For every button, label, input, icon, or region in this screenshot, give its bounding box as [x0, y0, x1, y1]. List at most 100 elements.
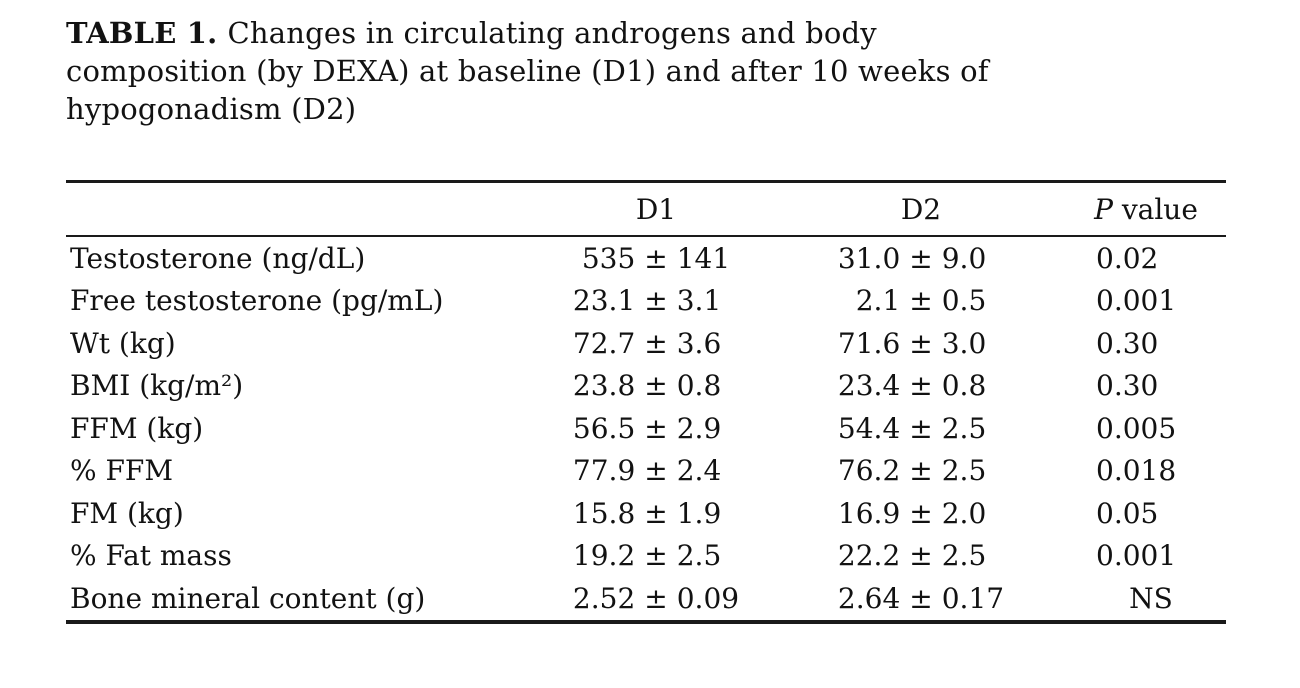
- d1-value: 23.8 ±0.8: [506, 369, 806, 402]
- mean: 71.6: [837, 326, 901, 360]
- sd: 3.1: [676, 284, 722, 318]
- row-label: FFM (kg): [70, 411, 204, 445]
- d1-value: 15.8 ±1.9: [506, 497, 806, 530]
- sd: 2.9: [676, 411, 722, 445]
- sd: 0.09: [676, 581, 740, 615]
- mean: 54.4: [837, 411, 901, 445]
- table-row: FFM (kg) 56.5 ±2.9 54.4 ±2.5 0.005: [66, 407, 1226, 450]
- p-symbol: P: [1094, 192, 1113, 226]
- table-row: Wt (kg) 72.7 ±3.6 71.6 ±3.0 0.30: [66, 322, 1226, 365]
- sd: 2.0: [941, 496, 987, 530]
- row-label: % FFM: [70, 454, 174, 488]
- d1-value: 72.7 ±3.6: [506, 327, 806, 360]
- table-number-label: TABLE 1.: [66, 16, 218, 50]
- sd: 3.0: [941, 326, 987, 360]
- mean: 31.0: [837, 241, 901, 275]
- table-row: Bone mineral content (g) 2.52 ±0.09 2.64 ±…: [66, 577, 1226, 620]
- mean: 72.7: [572, 326, 636, 360]
- sd: 0.8: [941, 369, 987, 403]
- p-value: NS: [1129, 581, 1173, 615]
- plus-minus-sign: ±: [644, 326, 668, 360]
- d1-value: 77.9 ±2.4: [506, 454, 806, 487]
- plus-minus-sign: ±: [644, 241, 668, 275]
- sd: 9.0: [941, 241, 987, 275]
- d2-value: 23.4 ±0.8: [806, 369, 1036, 402]
- row-label: Testosterone (ng/dL): [70, 241, 366, 275]
- plus-minus-sign: ±: [644, 454, 668, 488]
- row-label: % Fat mass: [70, 539, 232, 573]
- table-row: FM (kg) 15.8 ±1.9 16.9 ±2.0 0.05: [66, 492, 1226, 535]
- sd: 2.5: [676, 539, 722, 573]
- d2-value: 76.2 ±2.5: [806, 454, 1036, 487]
- p-value: 0.005: [1096, 411, 1177, 445]
- mean: 16.9: [837, 496, 901, 530]
- p-value: 0.30: [1096, 326, 1159, 360]
- plus-minus-sign: ±: [909, 496, 933, 530]
- sd: 0.8: [676, 369, 722, 403]
- caption-line-1: Changes in circulating androgens and bod…: [227, 16, 877, 50]
- d1-value: 535 ±141: [506, 242, 806, 275]
- plus-minus-sign: ±: [909, 241, 933, 275]
- d2-value: 16.9 ±2.0: [806, 497, 1036, 530]
- header-rule: [66, 235, 1226, 237]
- mean: 2.1: [855, 284, 901, 318]
- table-caption: TABLE 1. Changes in circulating androgens…: [66, 14, 1176, 128]
- table-row: % Fat mass 19.2 ±2.5 22.2 ±2.5 0.001: [66, 535, 1226, 578]
- mean: 2.52: [572, 581, 636, 615]
- header-d2: D2: [900, 192, 942, 226]
- table-row: % FFM 77.9 ±2.4 76.2 ±2.5 0.018: [66, 450, 1226, 493]
- d1-value: 2.52 ±0.09: [506, 582, 806, 615]
- sd: 141: [676, 241, 731, 275]
- sd: 2.5: [941, 454, 987, 488]
- bottom-rule: [66, 619, 1226, 624]
- sd: 0.17: [941, 581, 1005, 615]
- plus-minus-sign: ±: [909, 284, 933, 318]
- row-label: Wt (kg): [70, 326, 176, 360]
- mean: 2.64: [837, 581, 901, 615]
- sd: 2.4: [676, 454, 722, 488]
- table-header-row: D1 D2 P value: [66, 183, 1226, 235]
- plus-minus-sign: ±: [644, 411, 668, 445]
- plus-minus-sign: ±: [909, 326, 933, 360]
- row-label: BMI (kg/m²): [70, 369, 244, 403]
- p-value: 0.05: [1096, 496, 1159, 530]
- table-row: Free testosterone (pg/mL) 23.1 ±3.1 2.1 ±0…: [66, 280, 1226, 323]
- plus-minus-sign: ±: [909, 411, 933, 445]
- table-row: BMI (kg/m²) 23.8 ±0.8 23.4 ±0.8 0.30: [66, 365, 1226, 408]
- mean: 77.9: [572, 454, 636, 488]
- plus-minus-sign: ±: [909, 454, 933, 488]
- sd: 2.5: [941, 539, 987, 573]
- p-value: 0.02: [1096, 241, 1159, 275]
- plus-minus-sign: ±: [644, 284, 668, 318]
- p-value: 0.001: [1096, 539, 1177, 573]
- d2-value: 2.1 ±0.5: [806, 284, 1036, 317]
- plus-minus-sign: ±: [909, 539, 933, 573]
- d2-value: 71.6 ±3.0: [806, 327, 1036, 360]
- top-rule: [66, 180, 1226, 183]
- p-value-word: value: [1112, 192, 1198, 226]
- plus-minus-sign: ±: [644, 539, 668, 573]
- d1-value: 23.1 ±3.1: [506, 284, 806, 317]
- plus-minus-sign: ±: [644, 369, 668, 403]
- sd: 1.9: [676, 496, 722, 530]
- p-value: 0.001: [1096, 284, 1177, 318]
- mean: 22.2: [837, 539, 901, 573]
- mean: 23.8: [572, 369, 636, 403]
- p-value: 0.30: [1096, 369, 1159, 403]
- p-value: 0.018: [1096, 454, 1177, 488]
- mean: 15.8: [572, 496, 636, 530]
- plus-minus-sign: ±: [644, 581, 668, 615]
- caption-line-2: composition (by DEXA) at baseline (D1) a…: [66, 54, 989, 88]
- sd: 2.5: [941, 411, 987, 445]
- mean: 23.1: [572, 284, 636, 318]
- d1-value: 56.5 ±2.9: [506, 412, 806, 445]
- row-label: FM (kg): [70, 496, 184, 530]
- sd: 0.5: [941, 284, 987, 318]
- plus-minus-sign: ±: [644, 496, 668, 530]
- plus-minus-sign: ±: [909, 581, 933, 615]
- table-row: Testosterone (ng/dL) 535 ±141 31.0 ±9.0 0.…: [66, 237, 1226, 280]
- d1-value: 19.2 ±2.5: [506, 539, 806, 572]
- header-p-value: P value: [1036, 193, 1226, 226]
- d2-value: 22.2 ±2.5: [806, 539, 1036, 572]
